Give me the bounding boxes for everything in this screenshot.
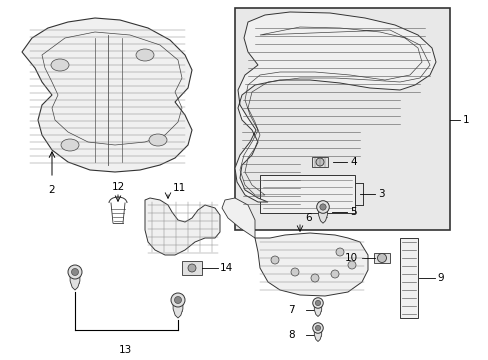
Circle shape bbox=[315, 158, 324, 166]
Circle shape bbox=[319, 204, 325, 210]
Bar bbox=[311, 157, 327, 167]
Circle shape bbox=[174, 297, 181, 303]
Circle shape bbox=[71, 269, 79, 275]
Ellipse shape bbox=[61, 139, 79, 151]
Polygon shape bbox=[314, 303, 321, 316]
Polygon shape bbox=[235, 12, 435, 202]
Text: 4: 4 bbox=[349, 157, 356, 167]
Circle shape bbox=[68, 265, 82, 279]
Text: 9: 9 bbox=[436, 273, 443, 283]
Bar bbox=[260, 175, 354, 213]
Text: 6: 6 bbox=[305, 213, 311, 223]
Circle shape bbox=[312, 323, 323, 333]
Polygon shape bbox=[318, 207, 327, 223]
Circle shape bbox=[171, 293, 184, 307]
Text: 2: 2 bbox=[49, 185, 55, 195]
Text: 8: 8 bbox=[288, 330, 294, 340]
Text: 12: 12 bbox=[111, 182, 124, 192]
Text: 3: 3 bbox=[377, 189, 384, 199]
Bar bbox=[373, 253, 389, 263]
Circle shape bbox=[310, 274, 318, 282]
Polygon shape bbox=[70, 272, 80, 290]
Circle shape bbox=[347, 261, 355, 269]
Text: 14: 14 bbox=[220, 263, 233, 273]
Polygon shape bbox=[254, 233, 367, 296]
Ellipse shape bbox=[136, 49, 154, 61]
Circle shape bbox=[335, 248, 343, 256]
Circle shape bbox=[377, 253, 386, 262]
Ellipse shape bbox=[149, 134, 167, 146]
Circle shape bbox=[316, 201, 328, 213]
Text: 5: 5 bbox=[349, 207, 356, 217]
Circle shape bbox=[312, 298, 323, 308]
Text: 13: 13 bbox=[118, 345, 131, 355]
Bar bbox=[399, 238, 417, 318]
Text: 7: 7 bbox=[288, 305, 294, 315]
Circle shape bbox=[270, 256, 279, 264]
Text: 11: 11 bbox=[173, 183, 186, 193]
Bar bbox=[182, 261, 202, 275]
Polygon shape bbox=[173, 300, 183, 318]
Circle shape bbox=[315, 300, 320, 306]
Polygon shape bbox=[314, 328, 321, 342]
Circle shape bbox=[290, 268, 298, 276]
Bar bbox=[235, 8, 449, 230]
Text: 10: 10 bbox=[344, 253, 357, 263]
Text: 1: 1 bbox=[462, 115, 468, 125]
Circle shape bbox=[315, 325, 320, 330]
Circle shape bbox=[330, 270, 338, 278]
Polygon shape bbox=[145, 198, 220, 255]
Polygon shape bbox=[22, 18, 192, 172]
Ellipse shape bbox=[51, 59, 69, 71]
Polygon shape bbox=[222, 198, 254, 238]
Circle shape bbox=[187, 264, 196, 272]
